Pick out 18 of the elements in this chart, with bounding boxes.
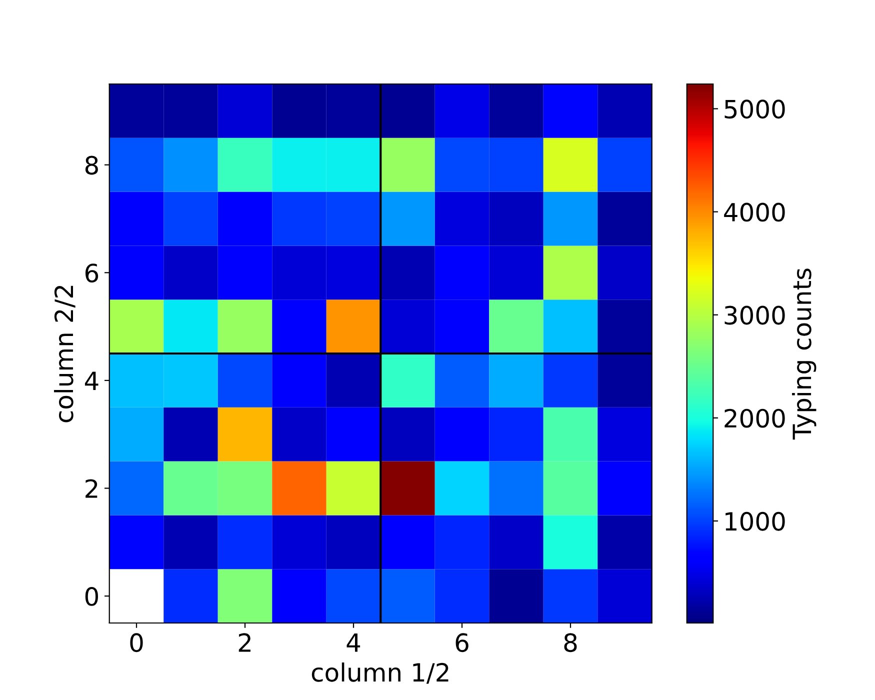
color-bar-label: 3000: [724, 306, 785, 325]
color-bar-title: Typing counts: [792, 268, 816, 440]
x-axis-title: column 1/2: [312, 662, 448, 684]
x-tick-label: 8: [564, 633, 577, 652]
color-bar-label: 5000: [724, 100, 785, 119]
color-bar-label: 1000: [726, 512, 785, 531]
x-tick-label: 4: [346, 633, 360, 652]
color-bar-label: 4000: [724, 202, 785, 222]
x-tick-label: 2: [238, 633, 250, 652]
color-bar-label: 2000: [724, 408, 785, 428]
y-axis-title: column 2/2: [54, 286, 76, 422]
y-tick-label: 8: [85, 156, 98, 175]
y-tick-label: 6: [85, 264, 98, 283]
x-tick-label: 0: [130, 633, 143, 652]
y-tick-label: 4: [84, 372, 98, 390]
x-tick-label: 6: [456, 633, 468, 652]
y-tick-label: 2: [86, 479, 98, 498]
y-tick-label: 0: [85, 586, 98, 606]
